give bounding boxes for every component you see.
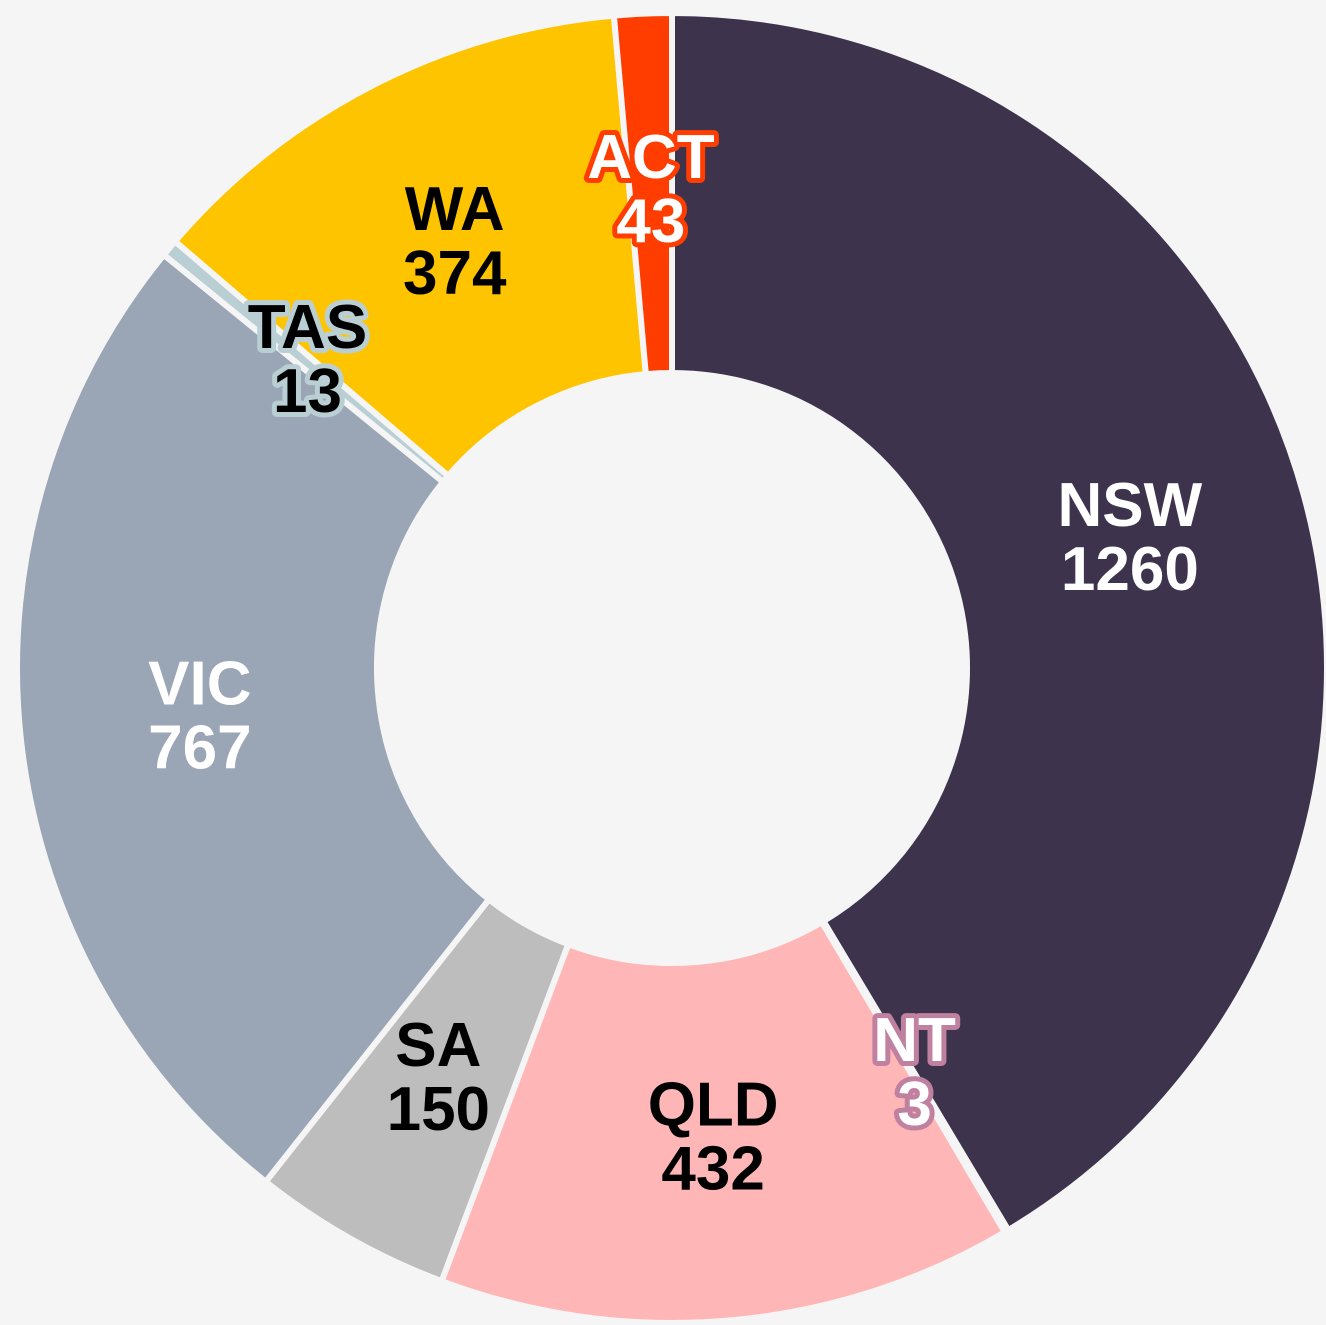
slice-label-value: 432: [661, 1135, 764, 1204]
slice-label-value: 374: [403, 239, 507, 308]
slice-label-name: VIC: [148, 649, 251, 718]
donut-slice: [669, 10, 1326, 1234]
slice-label-value: 1260: [1061, 535, 1199, 604]
slice-label-value: 3: [897, 1070, 931, 1139]
donut-slice: [172, 12, 649, 479]
slice-label-value: 13: [273, 357, 342, 426]
slice-label-name: WA: [405, 175, 505, 244]
slice-label-value: 150: [387, 1075, 490, 1144]
donut-slice: [610, 10, 675, 378]
slice-label-name: NSW: [1058, 471, 1203, 540]
slice-label-name: SA: [395, 1011, 481, 1080]
slice-label-name: ACT: [587, 123, 715, 192]
slice-label-name: TAS: [248, 293, 367, 362]
slice-label-name: NT: [873, 1006, 956, 1075]
slice-label: NT3: [868, 1001, 961, 1144]
slice-label-value: 767: [148, 713, 251, 782]
donut-slice: [438, 919, 1008, 1325]
slice-label-name: QLD: [648, 1071, 779, 1140]
donut-slice: [14, 251, 492, 1185]
slice-label-value: 43: [616, 187, 685, 256]
